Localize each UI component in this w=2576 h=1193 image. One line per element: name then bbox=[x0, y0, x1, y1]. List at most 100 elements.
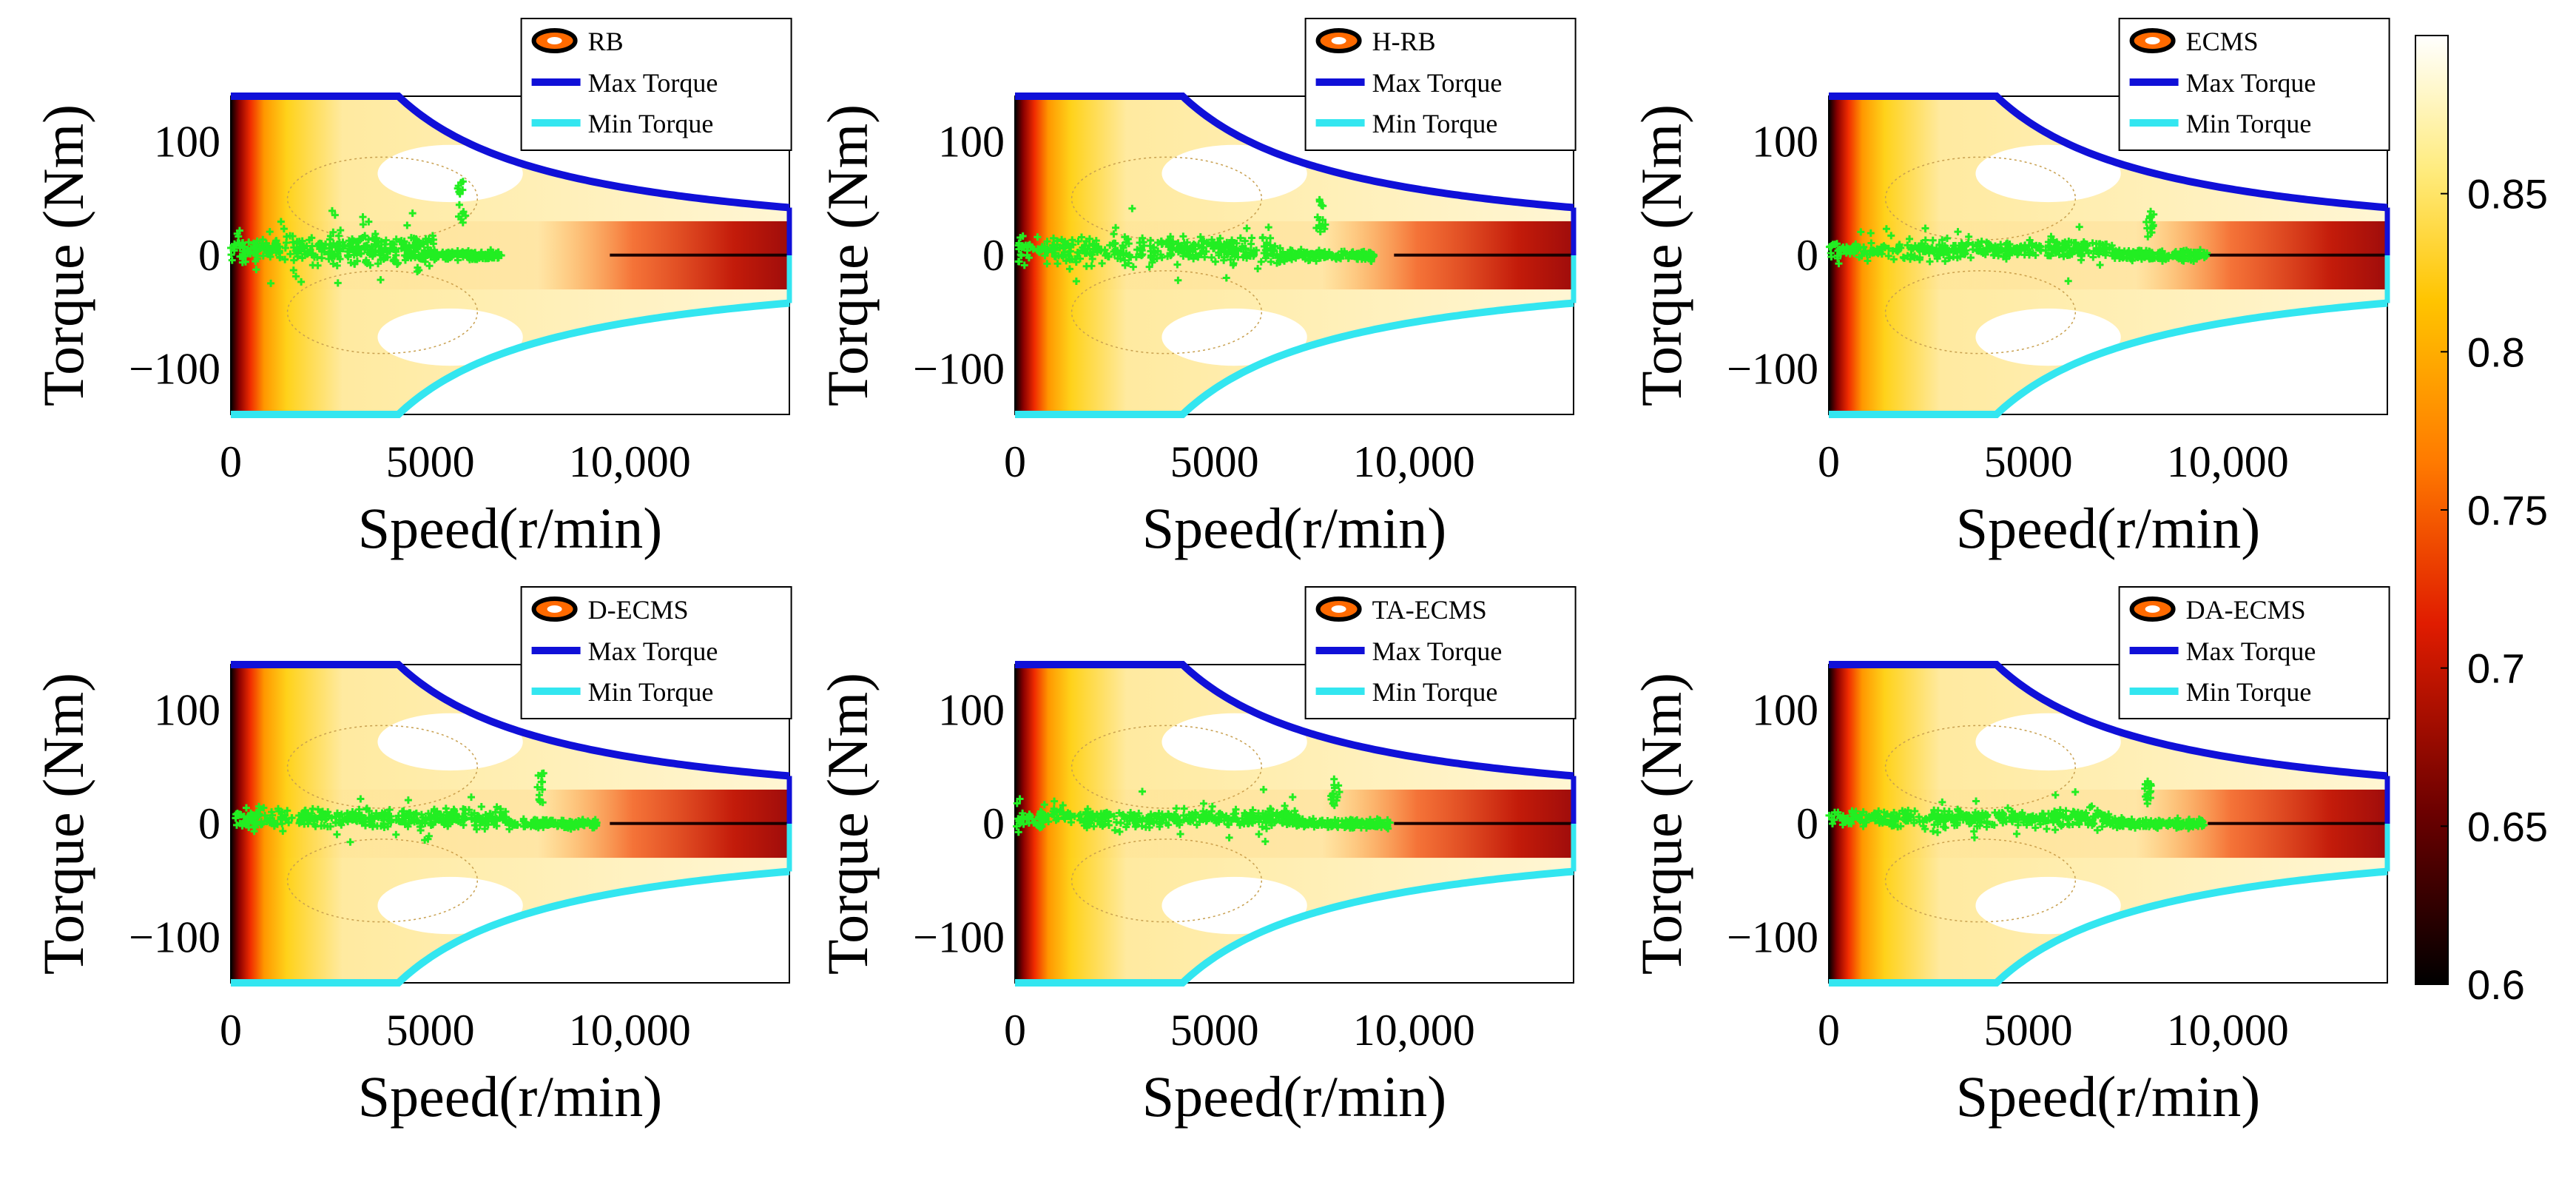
operating-point bbox=[2073, 243, 2081, 252]
operating-point bbox=[1093, 817, 1102, 825]
operating-point bbox=[232, 814, 240, 822]
operating-point bbox=[2134, 819, 2142, 827]
operating-point bbox=[1943, 234, 1952, 242]
efficiency-island-upper bbox=[1975, 713, 2121, 771]
operating-point bbox=[2043, 824, 2051, 833]
operating-point bbox=[536, 798, 544, 806]
operating-point bbox=[387, 818, 395, 826]
operating-point bbox=[408, 209, 417, 218]
operating-point bbox=[252, 810, 260, 819]
operating-point bbox=[2013, 243, 2021, 252]
operating-point bbox=[2184, 248, 2192, 256]
operating-point bbox=[1249, 806, 1257, 814]
operating-point bbox=[332, 243, 340, 251]
x-tick-label: 0 bbox=[220, 437, 242, 486]
y-axis-label: Torque (Nm) bbox=[1629, 104, 1693, 406]
operating-point bbox=[1969, 241, 1977, 249]
operating-point bbox=[1887, 232, 1895, 240]
operating-point bbox=[1341, 823, 1349, 831]
operating-point bbox=[1025, 254, 1033, 262]
contour-line bbox=[1070, 725, 1263, 809]
operating-point bbox=[2068, 250, 2076, 258]
operating-point bbox=[1250, 815, 1258, 823]
operating-point bbox=[1298, 815, 1306, 823]
operating-point bbox=[1241, 237, 1249, 245]
operating-point bbox=[329, 228, 337, 236]
operating-point bbox=[1956, 807, 1964, 816]
operating-point bbox=[2060, 242, 2068, 250]
operating-point bbox=[1111, 239, 1119, 247]
operating-point bbox=[361, 232, 369, 240]
max-torque-curve bbox=[231, 661, 790, 780]
operating-point bbox=[1196, 233, 1204, 241]
legend-marker-core bbox=[547, 37, 562, 44]
operating-point bbox=[459, 218, 467, 226]
operating-point bbox=[425, 262, 434, 270]
operating-point bbox=[1112, 247, 1120, 255]
operating-point bbox=[558, 821, 566, 830]
operating-point bbox=[1207, 813, 1215, 821]
zero-line bbox=[610, 821, 789, 825]
operating-point bbox=[502, 807, 510, 816]
operating-point bbox=[365, 235, 373, 243]
operating-point bbox=[2098, 241, 2106, 249]
operating-point bbox=[360, 245, 368, 253]
colorbar-tick-label: 0.7 bbox=[2467, 645, 2525, 692]
operating-point bbox=[289, 266, 297, 275]
operating-point bbox=[1229, 261, 1237, 269]
operating-point bbox=[317, 822, 326, 830]
operating-point bbox=[368, 235, 377, 243]
operating-point bbox=[2010, 812, 2018, 820]
operating-point bbox=[1185, 245, 1193, 253]
operating-point bbox=[1013, 799, 1021, 807]
operating-point bbox=[488, 813, 496, 821]
operating-point bbox=[1129, 263, 1137, 271]
operating-point bbox=[357, 795, 365, 803]
operating-point bbox=[1258, 823, 1267, 831]
efficiency-island-upper bbox=[377, 144, 523, 203]
operating-points bbox=[1014, 195, 1378, 285]
operating-point bbox=[360, 818, 368, 826]
operating-point bbox=[1267, 258, 1275, 266]
operating-point bbox=[2071, 788, 2080, 796]
operating-point bbox=[436, 810, 445, 819]
operating-point bbox=[326, 235, 334, 243]
operating-point bbox=[260, 804, 268, 812]
operating-point bbox=[1066, 255, 1074, 263]
operating-point bbox=[1213, 241, 1221, 249]
operating-point bbox=[1084, 810, 1092, 819]
y-tick-label: 0 bbox=[1796, 231, 1818, 280]
operating-point bbox=[1934, 820, 1942, 828]
legend-label-min-torque: Min Torque bbox=[1372, 677, 1498, 707]
operating-point bbox=[2089, 253, 2097, 261]
operating-point bbox=[1019, 232, 1027, 240]
x-tick-label: 0 bbox=[1818, 1006, 1840, 1055]
operating-point bbox=[1072, 277, 1080, 285]
x-tick-label: 5000 bbox=[1984, 1006, 2073, 1055]
min-torque-curve bbox=[1015, 867, 1574, 987]
legend-label-strategy: H-RB bbox=[1372, 27, 1436, 56]
y-tick-label: −100 bbox=[913, 345, 1005, 394]
operating-point bbox=[1202, 817, 1210, 825]
operating-point bbox=[476, 821, 484, 830]
operating-point bbox=[1013, 822, 1021, 830]
operating-point bbox=[394, 259, 402, 267]
operating-point bbox=[1162, 819, 1170, 827]
operating-point bbox=[1065, 265, 1073, 273]
contour-line bbox=[1884, 156, 2077, 241]
operating-point bbox=[1921, 224, 1929, 232]
operating-point bbox=[288, 814, 296, 822]
operating-point bbox=[2051, 813, 2059, 821]
zero-line bbox=[610, 253, 789, 257]
operating-point bbox=[1839, 243, 1847, 252]
operating-point bbox=[2043, 252, 2051, 260]
operating-point bbox=[230, 240, 238, 248]
operating-point bbox=[2013, 830, 2021, 838]
operating-point bbox=[329, 260, 337, 268]
operating-point bbox=[455, 201, 463, 209]
operating-point bbox=[1223, 238, 1231, 246]
zero-line bbox=[1394, 253, 1574, 257]
operating-point bbox=[392, 235, 400, 243]
operating-point bbox=[1894, 815, 1902, 823]
